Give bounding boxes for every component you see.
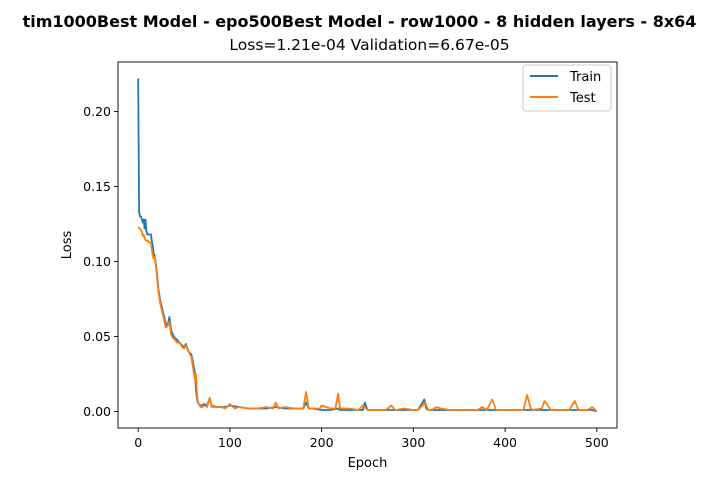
legend-label-test: Test xyxy=(569,91,596,106)
y-axis: 0.00 0.05 0.10 0.15 0.20 xyxy=(83,104,118,419)
x-tick-label: 0 xyxy=(134,435,142,450)
y-tick-label: 0.15 xyxy=(83,179,111,194)
x-axis-label: Epoch xyxy=(348,456,388,471)
x-tick-label: 400 xyxy=(493,435,517,450)
series-line-test xyxy=(137,226,598,413)
figure-suptitle: tim1000Best Model - epo500Best Model - r… xyxy=(23,12,697,31)
y-tick-label: 0.00 xyxy=(83,404,111,419)
series-lines xyxy=(137,78,598,413)
legend-label-train: Train xyxy=(569,70,601,85)
x-tick-label: 100 xyxy=(218,435,242,450)
y-tick-label: 0.20 xyxy=(83,104,111,119)
axes-frame xyxy=(117,61,618,429)
x-tick-label: 200 xyxy=(310,435,334,450)
chart-title: Loss=1.21e-04 Validation=6.67e-05 xyxy=(229,36,509,54)
x-tick-label: 300 xyxy=(401,435,425,450)
y-tick-label: 0.10 xyxy=(83,254,111,269)
legend: Train Test xyxy=(522,64,612,112)
x-tick-label: 500 xyxy=(585,435,609,450)
x-axis: 0 100 200 300 400 500 xyxy=(134,428,609,450)
y-axis-label: Loss xyxy=(60,231,75,260)
plot-area: 0 100 200 300 400 500 0.00 0.05 0.10 0.15 0.20 xyxy=(83,61,618,450)
y-tick-label: 0.05 xyxy=(83,329,111,344)
